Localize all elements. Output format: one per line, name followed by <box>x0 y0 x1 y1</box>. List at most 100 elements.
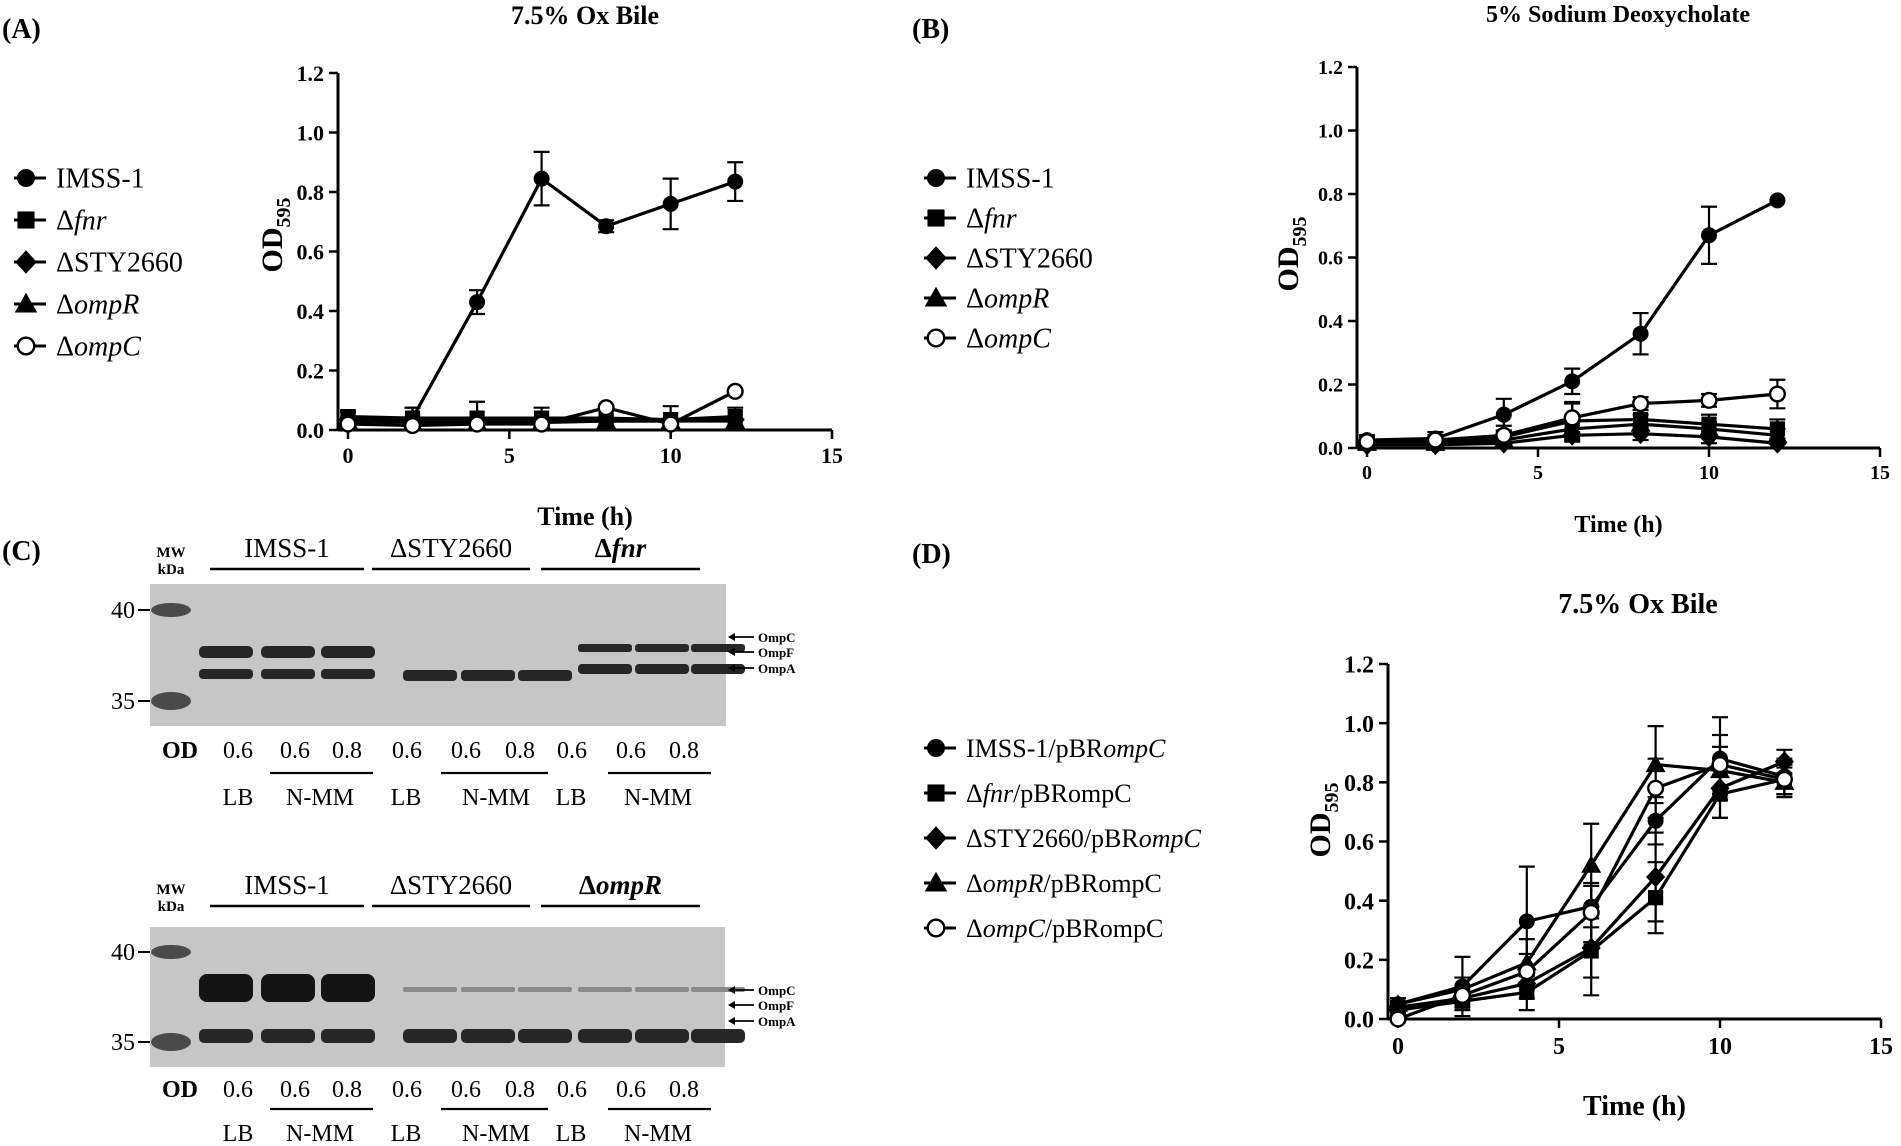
y-tick-label: 0.8 <box>1318 184 1343 206</box>
band-arrow-head <box>728 633 735 641</box>
series-5 <box>1389 733 1793 1028</box>
media-label: N-MM <box>286 785 354 811</box>
y-tick-label: 0.6 <box>1318 248 1343 270</box>
chart-panel-1: (A) 7.5% Ox Bile 0.0 0.2 0.4 0.6 0.8 1.0 1.2 0 5 10… <box>2 1 843 531</box>
protein-band <box>261 669 315 679</box>
protein-band <box>321 1029 375 1043</box>
chart-panel-2: (B) 5% Sodium Deoxycholate 0.0 0.2 0.4 0.6 0.8… <box>912 2 1890 538</box>
protein-band <box>578 644 632 652</box>
protein-band <box>199 646 253 658</box>
band-arrow-head <box>728 1001 735 1009</box>
data-point <box>598 218 615 235</box>
chart-title: 5% Sodium Deoxycholate <box>1486 2 1750 28</box>
media-label: N-MM <box>462 785 530 811</box>
od-value: 0.8 <box>505 1077 535 1103</box>
y-tick-label: 0.6 <box>297 239 325 264</box>
legend: IMSS-1/pBRompC Δfnr/pBRompC ΔSTY2660/pBRom… <box>924 734 1202 943</box>
protein-band <box>461 670 515 681</box>
od-value: 0.8 <box>332 1077 362 1103</box>
od-value: 0.6 <box>280 1077 310 1103</box>
band-label: OmpC <box>758 983 796 998</box>
series-line <box>348 177 736 420</box>
legend-entry: Δfnr <box>966 204 1017 235</box>
protein-band <box>261 646 315 658</box>
x-tick-label: 15 <box>1870 462 1890 484</box>
x-tick-label: 0 <box>1392 1034 1404 1060</box>
protein-band <box>635 664 689 674</box>
protein-band <box>691 1029 745 1043</box>
legend: IMSS-1 Δfnr ΔSTY2660 ΔompR ΔompC <box>924 164 1093 355</box>
data-point <box>1388 994 1408 1012</box>
gel-group-label: Δfnr <box>595 533 647 563</box>
data-point <box>1632 325 1649 342</box>
data-point <box>1647 779 1665 797</box>
y-tick-label: 1.2 <box>1318 57 1343 79</box>
data-point <box>727 173 744 190</box>
panel-label: (A) <box>2 14 41 45</box>
od-value: 0.6 <box>557 738 587 764</box>
band-arrow-head <box>728 664 735 672</box>
legend-marker <box>14 292 38 313</box>
data-point <box>1563 409 1581 427</box>
y-tick-label: 1.0 <box>1344 712 1374 738</box>
data-point <box>1564 373 1581 390</box>
protein-band <box>635 644 689 652</box>
band-label: OmpF <box>758 645 794 660</box>
media-label: N-MM <box>624 1121 692 1146</box>
protein-band <box>199 974 253 1002</box>
legend-marker <box>927 739 945 757</box>
data-point <box>533 415 551 433</box>
data-point <box>1769 192 1786 209</box>
protein-band <box>461 1029 515 1043</box>
legend: IMSS-1 Δfnr ΔSTY2660 ΔompR ΔompC <box>14 164 183 363</box>
gel-group-label: ΔSTY2660 <box>390 870 512 900</box>
panel-label: (C) <box>2 536 41 567</box>
y-axis-label: OD595 <box>1272 217 1311 292</box>
data-point <box>469 294 486 311</box>
od-value: 0.6 <box>392 1077 422 1103</box>
band-arrow-head <box>728 986 735 994</box>
legend-entry: IMSS-1/pBRompC <box>966 734 1166 763</box>
data-point <box>1699 418 1719 437</box>
x-tick-label: 15 <box>821 443 843 468</box>
mw-marker-label: 35 <box>111 689 135 715</box>
data-point <box>468 415 486 433</box>
legend-entry: ΔSTY2660/pBRompC <box>966 824 1202 853</box>
data-point <box>339 415 357 433</box>
legend-marker <box>925 826 947 850</box>
protein-band <box>403 670 457 681</box>
data-point <box>1632 394 1650 413</box>
protein-band <box>518 1029 572 1043</box>
chart-title: 7.5% Ox Bile <box>511 1 659 30</box>
legend-entry: ΔSTY2660 <box>56 248 183 279</box>
data-point <box>1581 855 1602 873</box>
x-tick-label: 5 <box>1553 1034 1565 1060</box>
legend-entry: ΔompR <box>966 284 1049 315</box>
legend-entry: ΔompR <box>56 290 139 321</box>
band-label: OmpA <box>758 661 796 676</box>
legend-entry: ΔompR/pBRompC <box>966 869 1162 898</box>
band-label: OmpC <box>758 630 796 645</box>
data-point <box>726 382 744 400</box>
x-tick-label: 5 <box>1533 462 1543 484</box>
od-value: 0.8 <box>332 738 362 764</box>
legend-marker <box>16 336 36 356</box>
y-tick-label: 1.0 <box>1318 121 1343 143</box>
protein-band <box>691 664 745 674</box>
y-tick-label: 0.4 <box>1318 311 1343 333</box>
data-point <box>1700 391 1718 409</box>
chart-title: 7.5% Ox Bile <box>1558 589 1717 620</box>
legend-marker <box>924 286 948 307</box>
od-value: 0.6 <box>557 1077 587 1103</box>
y-tick-label: 0.2 <box>1344 948 1374 974</box>
media-label: LB <box>556 1121 587 1146</box>
gel-group-label: IMSS-1 <box>244 533 330 563</box>
x-axis-label: Time (h) <box>537 502 633 531</box>
mw-label: MW <box>156 545 185 561</box>
x-tick-label: 0 <box>343 443 354 468</box>
gel-group-label: ΔSTY2660 <box>390 533 512 563</box>
y-axis-label: OD595 <box>1304 783 1343 858</box>
